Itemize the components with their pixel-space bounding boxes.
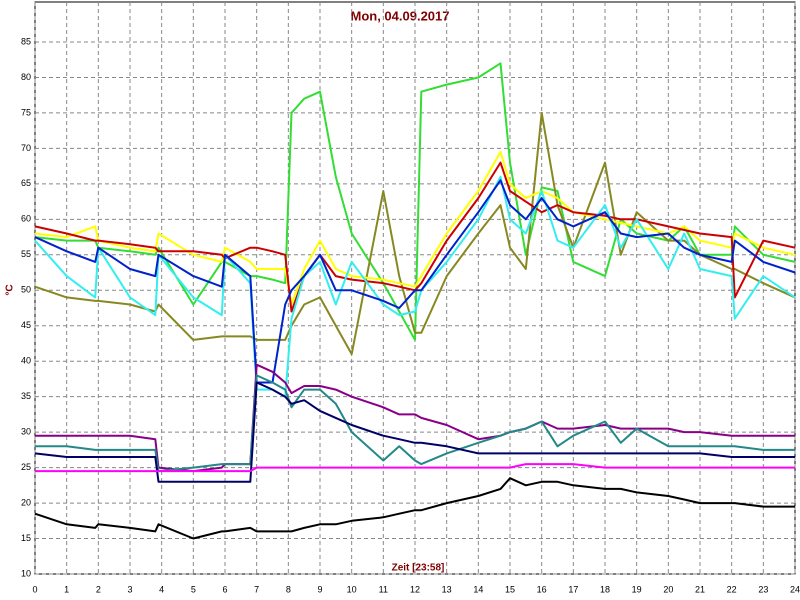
- x-tick-label: 15: [505, 584, 515, 594]
- series-line: [34, 150, 796, 306]
- x-tick-label: 3: [127, 584, 132, 594]
- series-line: [34, 161, 796, 313]
- chart-title: Mon, 04.09.2017: [351, 8, 450, 23]
- y-tick-label: 55: [21, 249, 31, 259]
- x-tick-label: 7: [254, 584, 259, 594]
- y-tick-label: 60: [21, 214, 31, 224]
- y-tick-label: 10: [21, 568, 31, 578]
- y-tick-label: 15: [21, 533, 31, 543]
- x-tick-label: 21: [695, 584, 705, 594]
- x-tick-label: 5: [191, 584, 196, 594]
- x-tick-label: 4: [159, 584, 164, 594]
- x-tick-label: 20: [663, 584, 673, 594]
- x-tick-label: 6: [222, 584, 227, 594]
- x-tick-label: 16: [537, 584, 547, 594]
- x-tick-label: 12: [410, 584, 420, 594]
- series-line: [35, 463, 795, 473]
- y-tick-label: 65: [21, 178, 31, 188]
- y-tick-label: 35: [21, 391, 31, 401]
- x-tick-label: 22: [727, 584, 737, 594]
- x-tick-label: 2: [96, 584, 101, 594]
- x-tick-label: 14: [473, 584, 483, 594]
- series-line: [35, 374, 795, 473]
- x-tick-label: 11: [379, 584, 388, 594]
- y-tick-label: 25: [21, 462, 31, 472]
- x-tick-label: 17: [568, 584, 578, 594]
- x-axis-label: Zeit [23:58]: [392, 563, 445, 574]
- y-tick-label: 85: [21, 36, 31, 46]
- series-line: [35, 363, 795, 473]
- y-tick-label: 30: [21, 427, 31, 437]
- x-tick-label: 23: [758, 584, 768, 594]
- y-tick-label: 75: [21, 107, 31, 117]
- x-tick-label: 0: [32, 584, 37, 594]
- x-tick-label: 8: [286, 584, 291, 594]
- x-tick-label: 13: [442, 584, 452, 594]
- x-tick-label: 19: [632, 584, 642, 594]
- y-tick-label: 20: [21, 497, 31, 507]
- y-axis-label: °C: [5, 284, 16, 295]
- x-tick-label: 10: [347, 584, 357, 594]
- y-tick-label: 80: [21, 72, 31, 82]
- x-tick-label: 18: [600, 584, 610, 594]
- x-tick-label: 1: [64, 584, 69, 594]
- y-tick-label: 45: [21, 320, 31, 330]
- y-tick-label: 50: [21, 285, 31, 295]
- x-tick-label: 24: [790, 584, 800, 594]
- series-line: [34, 477, 795, 540]
- series-line: [34, 179, 796, 384]
- y-tick-label: 70: [21, 143, 31, 153]
- x-tick-label: 9: [317, 584, 322, 594]
- y-tick-label: 40: [21, 356, 31, 366]
- series-line: [34, 381, 795, 483]
